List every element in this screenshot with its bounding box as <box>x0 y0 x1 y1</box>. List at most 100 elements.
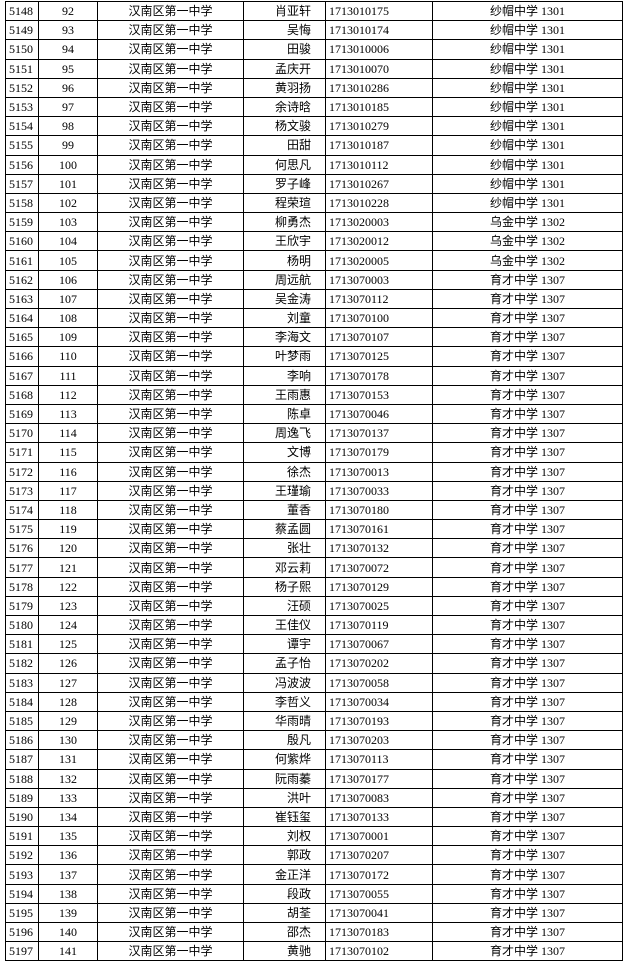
school-name: 汉南区第一中学 <box>97 787 244 808</box>
student-number: 138 <box>38 883 98 904</box>
table-row: 5194 138 汉南区第一中学 段政 1713070055 育才中学 1307 <box>5 883 623 904</box>
exam-id: 1713070113 <box>325 749 433 770</box>
student-name: 罗子峰 <box>243 173 326 194</box>
row-index: 5152 <box>5 77 39 98</box>
school-name: 汉南区第一中学 <box>97 384 244 405</box>
row-index: 5182 <box>5 653 39 674</box>
table-row: 5174 118 汉南区第一中学 董香 1713070180 育才中学 1307 <box>5 499 623 521</box>
exam-id: 1713070178 <box>325 365 433 386</box>
class-name: 育才中学 1307 <box>432 614 623 636</box>
row-index: 5170 <box>5 423 39 444</box>
student-number: 99 <box>38 135 98 156</box>
table-row: 5190 134 汉南区第一中学 崔钰玺 1713070133 育才中学 1307 <box>5 806 623 828</box>
exam-id: 1713070013 <box>325 461 433 482</box>
class-name: 育才中学 1307 <box>432 634 623 655</box>
school-name: 汉南区第一中学 <box>97 135 244 156</box>
student-name: 胡荃 <box>243 902 326 924</box>
class-name: 育才中学 1307 <box>432 307 623 329</box>
student-number: 131 <box>38 749 98 770</box>
table-row: 5154 98 汉南区第一中学 杨文骏 1713010279 纱帽中学 1301 <box>5 116 623 137</box>
school-name: 汉南区第一中学 <box>97 806 244 828</box>
student-number: 93 <box>38 20 98 41</box>
class-name: 乌金中学 1302 <box>432 231 623 252</box>
school-name: 汉南区第一中学 <box>97 288 244 310</box>
student-name: 李海文 <box>243 327 326 348</box>
student-name: 谭宇 <box>243 634 326 655</box>
table-row: 5195 139 汉南区第一中学 胡荃 1713070041 育才中学 1307 <box>5 902 623 924</box>
student-number: 114 <box>38 423 98 444</box>
table-row: 5157 101 汉南区第一中学 罗子峰 1713010267 纱帽中学 1301 <box>5 173 623 194</box>
table-row: 5176 120 汉南区第一中学 张壮 1713070132 育才中学 1307 <box>5 538 623 559</box>
class-name: 育才中学 1307 <box>432 384 623 405</box>
table-row: 5149 93 汉南区第一中学 吴悔 1713010174 纱帽中学 1301 <box>5 20 623 41</box>
class-name: 育才中学 1307 <box>432 749 623 770</box>
school-name: 汉南区第一中学 <box>97 826 244 847</box>
document: 5148 92 汉南区第一中学 肖亚轩 1713010175 纱帽中学 1301 5149 9… <box>5 0 623 962</box>
row-index: 5173 <box>5 480 39 501</box>
school-name: 汉南区第一中学 <box>97 212 244 233</box>
exam-id: 1713070119 <box>325 614 433 636</box>
row-index: 5151 <box>5 58 39 79</box>
row-index: 5183 <box>5 672 39 693</box>
student-name: 周逸飞 <box>243 423 326 444</box>
exam-id: 1713070177 <box>325 768 433 789</box>
row-index: 5172 <box>5 461 39 482</box>
student-name: 叶梦雨 <box>243 346 326 367</box>
exam-id: 1713070132 <box>325 538 433 559</box>
student-name: 金正洋 <box>243 864 326 885</box>
class-name: 育才中学 1307 <box>432 403 623 425</box>
class-name: 育才中学 1307 <box>432 480 623 501</box>
class-name: 育才中学 1307 <box>432 845 623 866</box>
row-index: 5193 <box>5 864 39 885</box>
class-name: 育才中学 1307 <box>432 941 623 962</box>
student-name: 程荣瑄 <box>243 192 326 214</box>
exam-id: 1713010279 <box>325 116 433 137</box>
row-index: 5180 <box>5 614 39 636</box>
table-row: 5186 130 汉南区第一中学 殷凡 1713070203 育才中学 1307 <box>5 730 623 751</box>
exam-id: 1713070083 <box>325 787 433 808</box>
class-name: 纱帽中学 1301 <box>432 77 623 98</box>
student-name: 黄驰 <box>243 941 326 962</box>
student-number: 119 <box>38 519 98 540</box>
exam-id: 1713070180 <box>325 499 433 521</box>
exam-id: 1713070153 <box>325 384 433 405</box>
school-name: 汉南区第一中学 <box>97 730 244 751</box>
student-number: 96 <box>38 77 98 98</box>
table-row: 5167 111 汉南区第一中学 李响 1713070178 育才中学 1307 <box>5 365 623 386</box>
exam-id: 1713070112 <box>325 288 433 310</box>
exam-id: 1713010286 <box>325 77 433 98</box>
exam-id: 1713070025 <box>325 595 433 617</box>
student-name: 王雨惠 <box>243 384 326 405</box>
row-index: 5157 <box>5 173 39 194</box>
student-number: 116 <box>38 461 98 482</box>
school-name: 汉南区第一中学 <box>97 634 244 655</box>
class-name: 育才中学 1307 <box>432 806 623 828</box>
row-index: 5150 <box>5 39 39 60</box>
student-number: 92 <box>38 0 98 22</box>
school-name: 汉南区第一中学 <box>97 231 244 252</box>
class-name: 乌金中学 1302 <box>432 212 623 233</box>
row-index: 5178 <box>5 576 39 597</box>
school-name: 汉南区第一中学 <box>97 672 244 693</box>
row-index: 5184 <box>5 691 39 712</box>
exam-id: 1713070046 <box>325 403 433 425</box>
table-row: 5166 110 汉南区第一中学 叶梦雨 1713070125 育才中学 1307 <box>5 346 623 367</box>
student-name: 肖亚轩 <box>243 0 326 22</box>
student-name: 段政 <box>243 883 326 904</box>
student-name: 孟子怡 <box>243 653 326 674</box>
exam-id: 1713010228 <box>325 192 433 214</box>
student-name: 阮雨蓁 <box>243 768 326 789</box>
class-name: 纱帽中学 1301 <box>432 192 623 214</box>
student-name: 李哲义 <box>243 691 326 712</box>
school-name: 汉南区第一中学 <box>97 269 244 290</box>
table-row: 5184 128 汉南区第一中学 李哲义 1713070034 育才中学 1307 <box>5 691 623 712</box>
school-name: 汉南区第一中学 <box>97 423 244 444</box>
exam-id: 1713020012 <box>325 231 433 252</box>
school-name: 汉南区第一中学 <box>97 442 244 463</box>
exam-id: 1713010175 <box>325 0 433 22</box>
table-row: 5189 133 汉南区第一中学 洪叶 1713070083 育才中学 1307 <box>5 787 623 808</box>
school-name: 汉南区第一中学 <box>97 365 244 386</box>
student-number: 134 <box>38 806 98 828</box>
student-number: 130 <box>38 730 98 751</box>
student-number: 135 <box>38 826 98 847</box>
